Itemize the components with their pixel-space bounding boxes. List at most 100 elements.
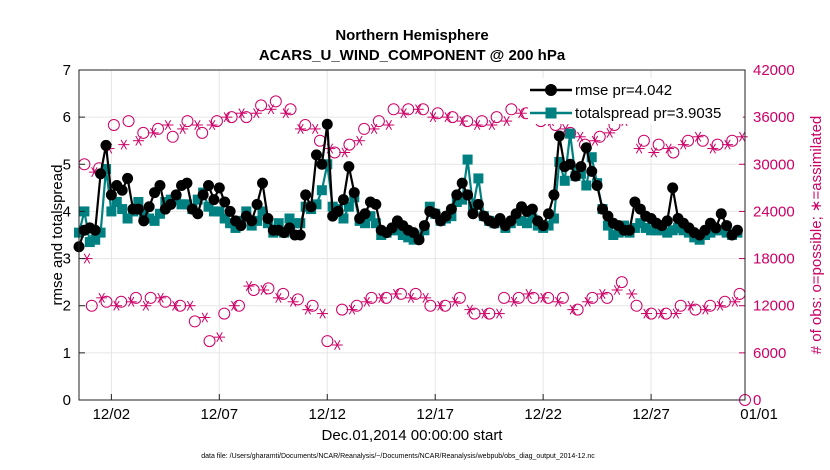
- obs-assimilated-marker: [685, 300, 697, 311]
- y-tick-label: 6: [63, 109, 71, 126]
- y-tick-label: 2: [63, 298, 71, 315]
- obs-assimilated-marker: [420, 292, 432, 303]
- rmse-point: [451, 189, 463, 201]
- obs-assimilated-marker: [486, 119, 498, 131]
- obs-possible-marker: [321, 335, 334, 348]
- y-tick-label: 0: [63, 392, 71, 409]
- obs-assimilated-marker: [177, 123, 189, 134]
- totalspread-point: [467, 201, 478, 212]
- totalspread-point: [208, 206, 219, 217]
- obs-possible-marker: [188, 315, 201, 328]
- rmse-point: [100, 139, 112, 151]
- y2-tick-label: 12000: [753, 298, 795, 315]
- obs-assimilated-marker: [501, 116, 513, 127]
- x-tick-label: 01/01: [740, 406, 778, 423]
- totalspread-point: [629, 222, 640, 233]
- obs-possible-marker: [122, 115, 135, 128]
- obs-assimilated-marker: [383, 119, 395, 131]
- obs-assimilated-marker: [626, 288, 638, 299]
- rmse-point: [95, 168, 107, 180]
- obs-assimilated-marker: [361, 296, 373, 307]
- obs-assimilated-marker: [640, 308, 652, 319]
- obs-possible-marker: [726, 134, 739, 147]
- obs-assimilated-marker: [331, 339, 343, 351]
- obs-possible-marker: [152, 122, 165, 135]
- totalspread-point: [133, 197, 144, 207]
- obs-assimilated-marker: [471, 119, 483, 131]
- obs-assimilated-marker: [464, 304, 476, 315]
- obs-assimilated-marker: [250, 108, 262, 119]
- totalspread-point: [360, 218, 371, 229]
- series-layer: [73, 95, 751, 406]
- rmse-point: [337, 194, 349, 206]
- totalspread-point: [716, 225, 727, 236]
- rmse-point: [548, 189, 560, 201]
- totalspread-point: [295, 218, 306, 229]
- obs-possible-marker: [299, 119, 312, 131]
- obs-possible-marker: [409, 287, 422, 300]
- obs-assimilated-marker: [221, 112, 233, 123]
- obs-assimilated-marker: [633, 143, 645, 154]
- plot-frame: [78, 69, 746, 401]
- obs-assimilated-marker: [272, 292, 284, 303]
- obs-assimilated-marker: [721, 139, 733, 150]
- obs-assimilated-marker: [699, 304, 711, 315]
- rmse-point: [564, 158, 576, 170]
- totalspread-point: [651, 225, 662, 236]
- totalspread-point: [100, 164, 111, 174]
- obs-assimilated-marker: [317, 308, 329, 319]
- totalspread-point: [181, 199, 192, 210]
- x-axis-label: Dec.01,2014 00:00:00 start: [322, 427, 504, 444]
- x-tick-label: 12/17: [416, 406, 454, 423]
- x-tick-label: 12/22: [524, 406, 562, 423]
- obs-possible-marker: [107, 119, 120, 131]
- obs-assimilated-marker: [596, 288, 608, 299]
- legend-box: [528, 78, 743, 124]
- obs-possible-marker: [556, 291, 569, 304]
- legend: rmse pr=4.042 totalspread pr=3.9035: [528, 78, 743, 124]
- rmse-point: [213, 182, 225, 194]
- totalspread-point: [219, 213, 230, 224]
- totalspread-point: [678, 225, 689, 236]
- obs-possible-marker: [269, 95, 282, 108]
- totalspread-point: [343, 201, 354, 212]
- rmse-point: [332, 205, 344, 217]
- obs-possible-marker: [593, 130, 606, 143]
- obs-possible-marker: [85, 299, 98, 312]
- totalspread-point: [111, 197, 122, 207]
- rmse-point: [294, 229, 306, 241]
- legend-spread-marker: [545, 107, 557, 119]
- totalspread-point: [451, 197, 462, 207]
- rmse-point: [661, 215, 673, 227]
- obs-assimilated-marker: [670, 308, 682, 319]
- rmse-point: [553, 130, 565, 142]
- obs-assimilated-marker: [140, 300, 152, 311]
- obs-assimilated-marker: [228, 300, 240, 311]
- obs-possible-marker: [505, 103, 518, 116]
- rmse-point: [262, 213, 274, 224]
- totalspread-point: [457, 194, 468, 205]
- obs-possible-marker: [291, 293, 304, 306]
- totalspread-point: [581, 180, 592, 191]
- totalspread-point: [230, 222, 241, 233]
- rmse-point: [224, 205, 236, 217]
- rmse-point: [731, 224, 743, 236]
- y2-tick-label: 6000: [753, 345, 786, 362]
- obs-assimilated-marker: [309, 123, 321, 134]
- totalspread-point: [90, 234, 101, 245]
- chart-subtitle: ACARS_U_WIND_COMPONENT @ 200 hPa: [259, 47, 566, 64]
- totalspread-point: [548, 213, 559, 224]
- y-axis-label: rmse and totalspread: [49, 165, 66, 306]
- x-tick-label: 12/02: [93, 406, 131, 423]
- rmse-point: [203, 180, 215, 191]
- obs-possible-marker: [137, 126, 150, 139]
- obs-assimilated-marker: [479, 308, 491, 319]
- totalspread-point: [144, 213, 155, 224]
- obs-assimilated-marker: [162, 119, 174, 131]
- totalspread-point: [608, 230, 619, 240]
- totalspread-point: [613, 227, 624, 238]
- obs-possible-marker: [682, 134, 695, 147]
- obs-assimilated-marker: [214, 332, 226, 343]
- obs-possible-marker: [218, 307, 231, 320]
